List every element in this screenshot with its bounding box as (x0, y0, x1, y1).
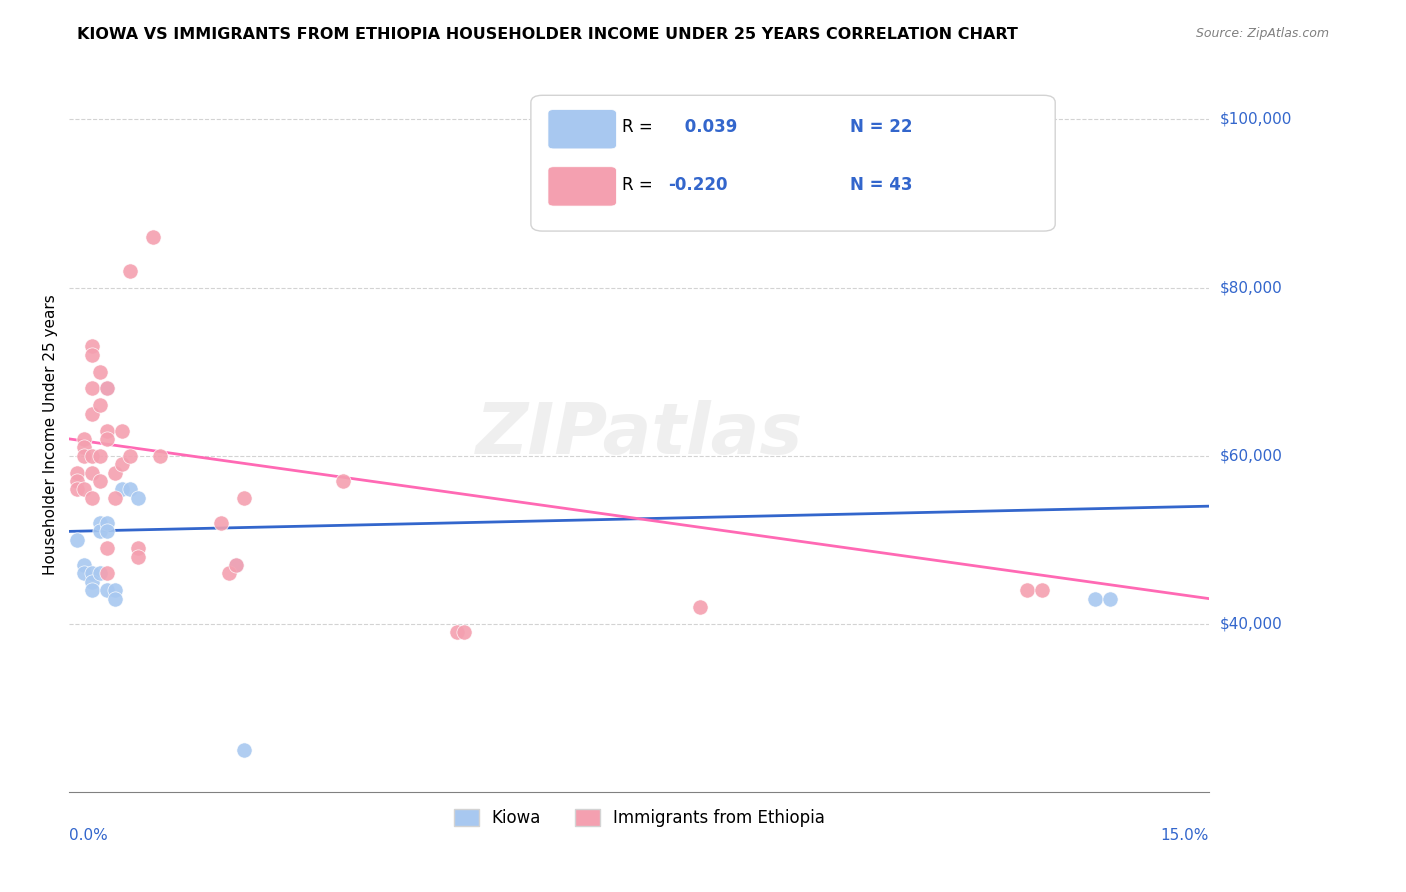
Point (118, 483, 141, 497)
Point (96, 382, 118, 396)
Point (225, 558, 247, 572)
Point (1031, 583, 1053, 598)
Point (111, 424, 134, 438)
Point (80, 407, 103, 421)
Text: KIOWA VS IMMIGRANTS FROM ETHIOPIA HOUSEHOLDER INCOME UNDER 25 YEARS CORRELATION : KIOWA VS IMMIGRANTS FROM ETHIOPIA HOUSEH… (77, 27, 1018, 42)
Point (66, 466, 89, 480)
Point (1084, 591, 1107, 606)
Point (89, 449, 111, 463)
Text: $100,000: $100,000 (1220, 112, 1292, 127)
Text: $60,000: $60,000 (1220, 448, 1284, 463)
Point (233, 743, 256, 757)
Point (104, 466, 127, 480)
Text: 15.0%: 15.0% (1161, 828, 1209, 843)
Point (89, 474, 111, 488)
Point (66, 483, 89, 497)
FancyBboxPatch shape (548, 110, 616, 149)
Point (118, 449, 141, 463)
Point (142, 230, 165, 244)
Text: 0.039: 0.039 (679, 119, 737, 136)
Point (1099, 591, 1122, 606)
Point (80, 382, 103, 396)
Text: $80,000: $80,000 (1220, 280, 1282, 295)
Point (127, 541, 149, 556)
Point (446, 625, 468, 640)
Point (332, 474, 354, 488)
Point (689, 600, 711, 615)
Point (80, 449, 103, 463)
Point (96, 524, 118, 539)
Y-axis label: Householder Income Under 25 years: Householder Income Under 25 years (44, 294, 58, 575)
Point (96, 382, 118, 396)
Text: R =: R = (621, 176, 658, 194)
Point (104, 583, 127, 598)
Point (96, 516, 118, 530)
Point (73, 449, 96, 463)
Legend: Kiowa, Immigrants from Ethiopia: Kiowa, Immigrants from Ethiopia (447, 802, 831, 834)
Point (89, 516, 111, 530)
Point (73, 566, 96, 581)
Point (73, 432, 96, 446)
Point (104, 591, 127, 606)
Point (218, 566, 240, 581)
Point (453, 625, 475, 640)
Text: N = 22: N = 22 (851, 119, 912, 136)
Point (66, 474, 89, 488)
Text: N = 43: N = 43 (851, 176, 912, 194)
Point (89, 524, 111, 539)
Point (96, 583, 118, 598)
Point (111, 483, 134, 497)
Text: Source: ZipAtlas.com: Source: ZipAtlas.com (1195, 27, 1329, 40)
Point (73, 558, 96, 572)
Point (1015, 583, 1038, 598)
Point (73, 483, 96, 497)
FancyBboxPatch shape (548, 167, 616, 206)
Point (111, 457, 134, 471)
Point (89, 398, 111, 412)
Point (80, 491, 103, 505)
Text: ZIPatlas: ZIPatlas (475, 401, 803, 469)
Point (80, 566, 103, 581)
Point (80, 339, 103, 353)
Point (89, 365, 111, 379)
Point (118, 264, 141, 278)
Point (96, 541, 118, 556)
Point (80, 574, 103, 589)
Point (80, 466, 103, 480)
Point (225, 558, 247, 572)
Point (89, 566, 111, 581)
Text: R =: R = (621, 119, 658, 136)
Point (96, 432, 118, 446)
FancyBboxPatch shape (531, 95, 1056, 231)
Text: -0.220: -0.220 (668, 176, 727, 194)
Point (127, 549, 149, 564)
Point (80, 348, 103, 362)
Text: $40,000: $40,000 (1220, 616, 1282, 632)
Point (104, 491, 127, 505)
Text: 0.0%: 0.0% (69, 828, 108, 843)
Point (66, 533, 89, 547)
Point (127, 491, 149, 505)
Point (96, 566, 118, 581)
Point (149, 449, 172, 463)
Point (80, 583, 103, 598)
Point (73, 440, 96, 454)
Point (96, 424, 118, 438)
Point (233, 491, 256, 505)
Point (209, 516, 232, 530)
